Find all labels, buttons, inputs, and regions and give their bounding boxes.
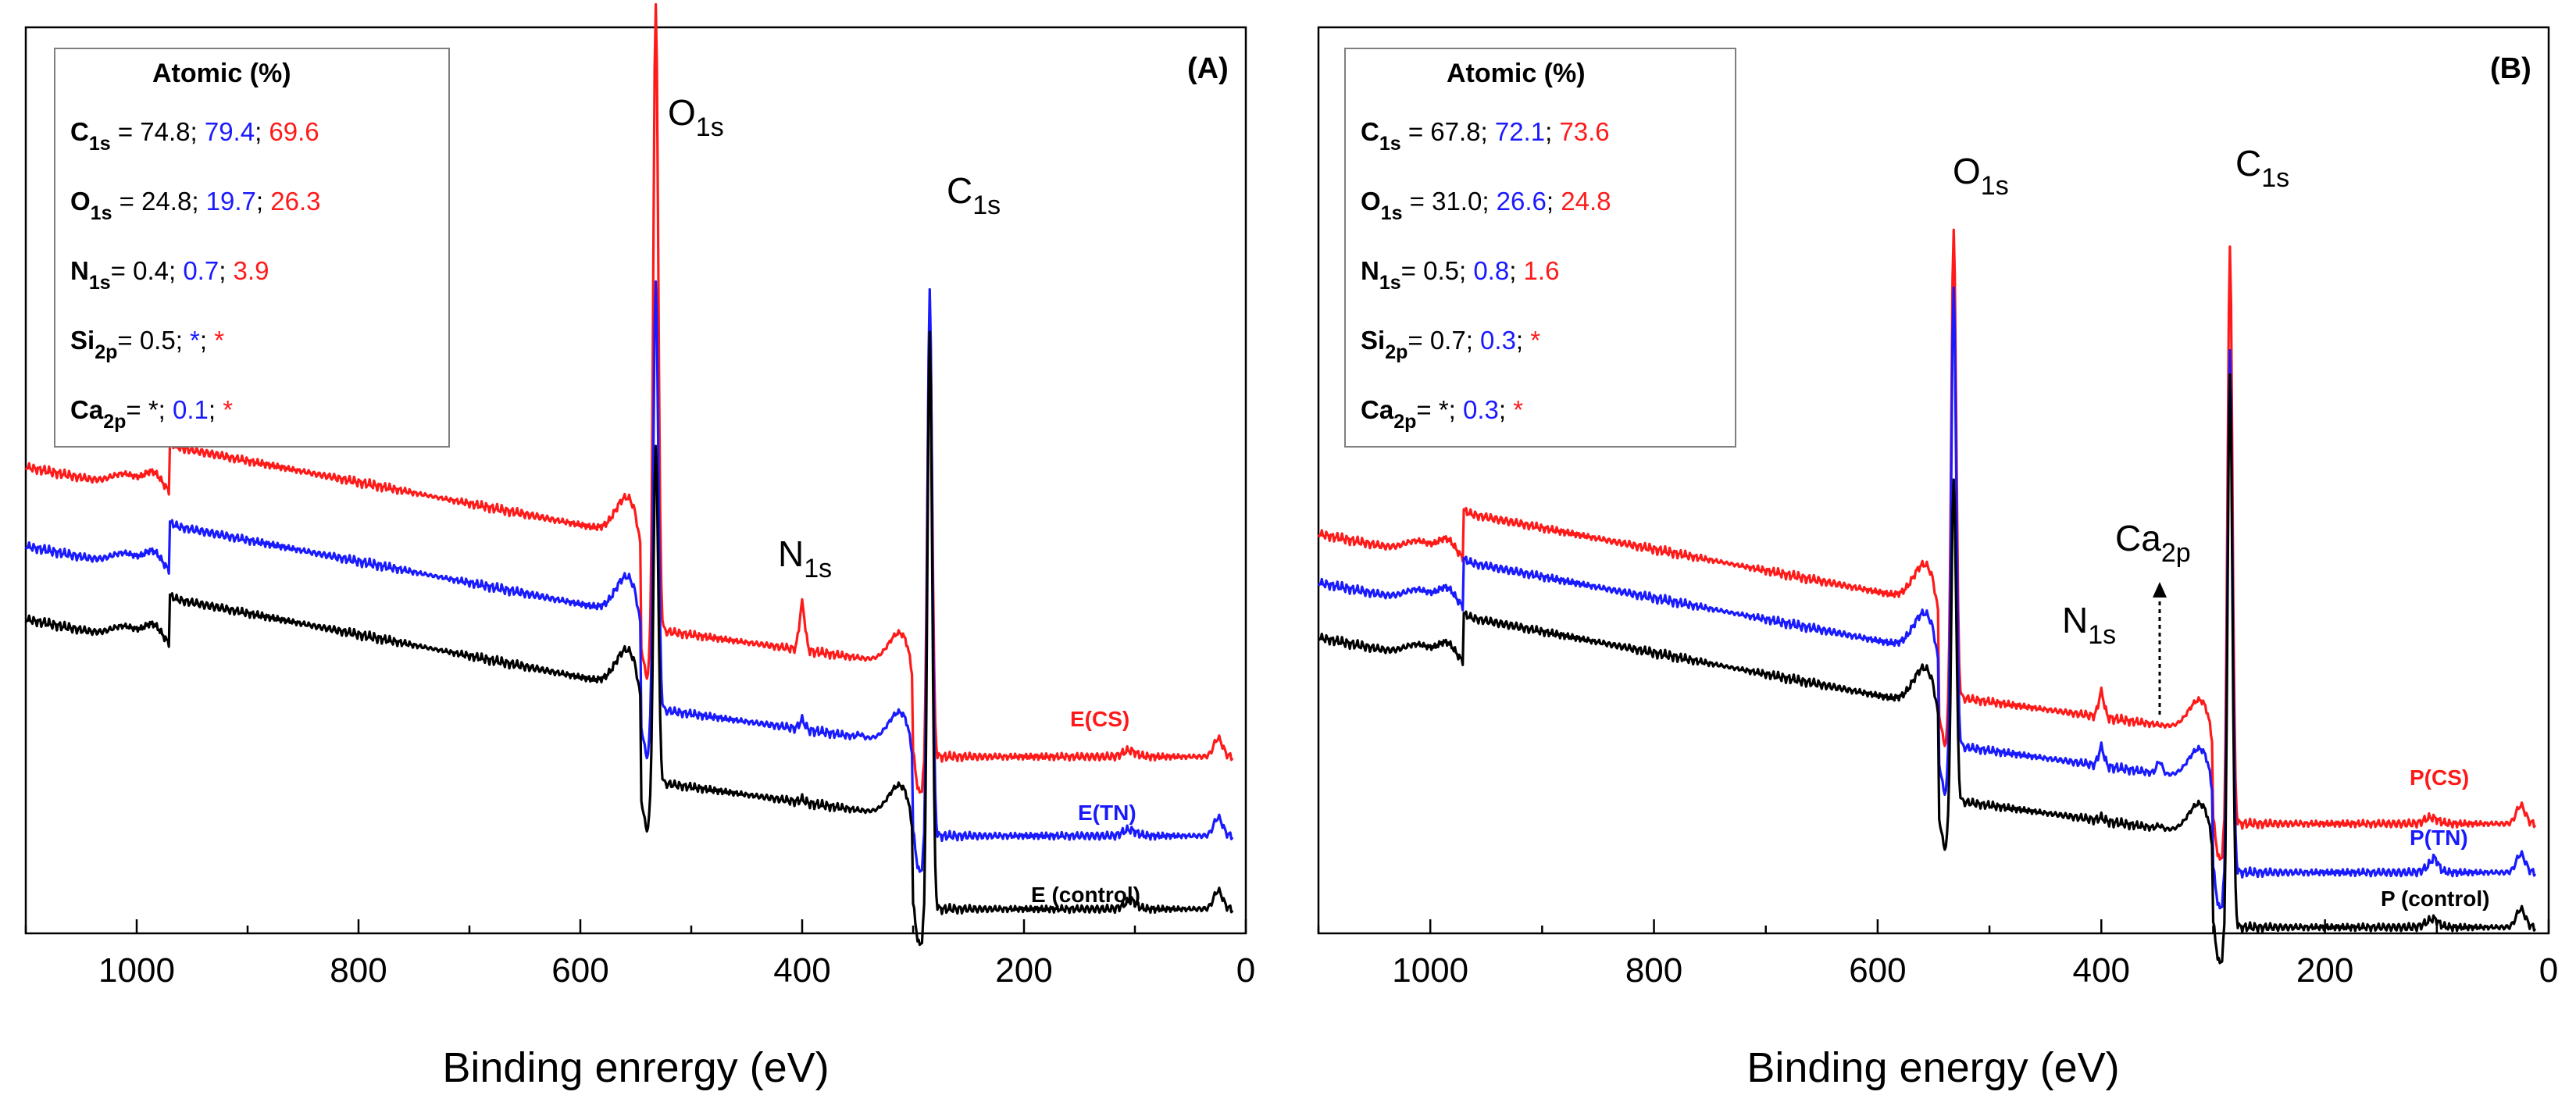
panel-b-x-tick-label-1000: 1000 xyxy=(1392,951,1468,990)
panel-b-peak-label-n1s: N1s xyxy=(2062,600,2116,650)
panel-a-x-tick-label-800: 800 xyxy=(330,951,387,990)
panel-a-x-tick-label-0: 0 xyxy=(1236,951,1255,990)
panel-a-series-label-etn: E(TN) xyxy=(1078,801,1136,825)
panel-b-peak-label-ca2p: Ca2p xyxy=(2115,518,2191,568)
panel-b-x-tick-label-800: 800 xyxy=(1625,951,1682,990)
panel-b-peak-label-c1s: C1s xyxy=(2235,143,2289,193)
panel-a-atomic-row-2: O1s = 24.8; 19.7; 26.3 xyxy=(70,187,320,224)
panel-b-series-label-ptn: P(TN) xyxy=(2410,826,2468,850)
panel-a-x-tick-label-200: 200 xyxy=(995,951,1052,990)
panel-b-atomic-rows: C1s = 67.8; 72.1; 73.6 O1s = 31.0; 26.6; … xyxy=(1361,117,1611,433)
panel-b-series-3 xyxy=(1317,373,2537,965)
panel-a-x-tick-label-1000: 1000 xyxy=(98,951,175,990)
panel-a-atomic-rows: C1s = 74.8; 79.4; 69.6 O1s = 24.8; 19.7; … xyxy=(70,117,320,433)
panel-a-x-axis-label: Binding enrergy (eV) xyxy=(442,1044,829,1091)
panel-b-x-tick-label-400: 400 xyxy=(2073,951,2130,990)
panel-b-series-layer xyxy=(1317,228,2537,965)
panel-b-series-label-pcontrol: P (control) xyxy=(2381,886,2489,911)
panel-b-atomic-box: Atomic (%) C1s = 67.8; 72.1; 73.6 O1s = 3… xyxy=(1344,48,1736,448)
panel-a-series-3 xyxy=(24,330,1234,947)
panel-b-peak-label-o1s: O1s xyxy=(1953,151,2009,201)
panel-a-atomic-box-border xyxy=(54,48,450,448)
panel-b-series-label-pcs: P(CS) xyxy=(2410,765,2469,790)
panel-b-x-tick-label-200: 200 xyxy=(2296,951,2353,990)
panel-a-atomic-row-3: N1s= 0.4; 0.7; 3.9 xyxy=(70,256,269,294)
panel-a-peak-label-n1s: N1s xyxy=(778,533,832,583)
panel-b-atomic-box-border xyxy=(1344,48,1736,448)
panel-a-series-label-econtrol: E (control) xyxy=(1031,883,1140,907)
panel-a-series-layer xyxy=(24,2,1234,947)
panel-a-series-label-ecs: E(CS) xyxy=(1070,707,1129,731)
panel-b-x-tick-label-0: 0 xyxy=(2539,951,2558,990)
panel-b-atomic-title: Atomic (%) xyxy=(1447,59,1586,88)
panel-b-ca2p-arrow xyxy=(2153,582,2167,715)
panel-a-series-2 xyxy=(24,280,1234,873)
panel-a: 1000 800 600 400 200 0 (A) O1s C1s N1s E(CS) … xyxy=(24,2,1255,1091)
panel-a-atomic-row-1: C1s = 74.8; 79.4; 69.6 xyxy=(70,117,319,155)
panel-a-peak-label-c1s: C1s xyxy=(947,170,1001,220)
panel-a-atomic-title: Atomic (%) xyxy=(152,59,291,88)
panel-b-label: (B) xyxy=(2490,52,2531,85)
panel-b-atomic-row-4: Si2p= 0.7; 0.3; * xyxy=(1361,326,1540,363)
panel-b-atomic-row-3: N1s= 0.5; 0.8; 1.6 xyxy=(1361,256,1559,294)
panel-a-atomic-box: Atomic (%) C1s = 74.8; 79.4; 69.6 O1s = 2… xyxy=(54,48,450,448)
panel-b-atomic-row-2: O1s = 31.0; 26.6; 24.8 xyxy=(1361,187,1611,224)
panel-a-peak-label-o1s: O1s xyxy=(668,92,724,142)
panel-b-x-axis: 1000 800 600 400 200 0 xyxy=(1317,919,2558,990)
panel-a-series-1 xyxy=(24,2,1234,794)
panel-a-label: (A) xyxy=(1187,52,1229,85)
panel-b-x-tick-label-600: 600 xyxy=(1849,951,1906,990)
panel-a-atomic-row-5: Ca2p= *; 0.1; * xyxy=(70,395,233,433)
panel-a-x-axis: 1000 800 600 400 200 0 xyxy=(24,919,1255,990)
panel-b-series-2 xyxy=(1317,286,2537,910)
panel-a-plot-frame xyxy=(24,26,1247,935)
panel-b-atomic-row-5: Ca2p= *; 0.3; * xyxy=(1361,395,1523,433)
panel-b-atomic-row-1: C1s = 67.8; 72.1; 73.6 xyxy=(1361,117,1610,155)
panel-b-plot-frame xyxy=(1317,26,2550,935)
panel-b: 1000 800 600 400 200 0 (B) O1s C1s N1s Ca2p P… xyxy=(1317,26,2558,1091)
panel-b-x-axis-label: Binding energy (eV) xyxy=(1746,1044,2119,1091)
panel-a-x-tick-label-400: 400 xyxy=(773,951,830,990)
panel-a-x-tick-label-600: 600 xyxy=(551,951,608,990)
panel-b-series-1 xyxy=(1317,228,2537,861)
panel-a-atomic-row-4: Si2p= 0.5; *; * xyxy=(70,326,224,363)
